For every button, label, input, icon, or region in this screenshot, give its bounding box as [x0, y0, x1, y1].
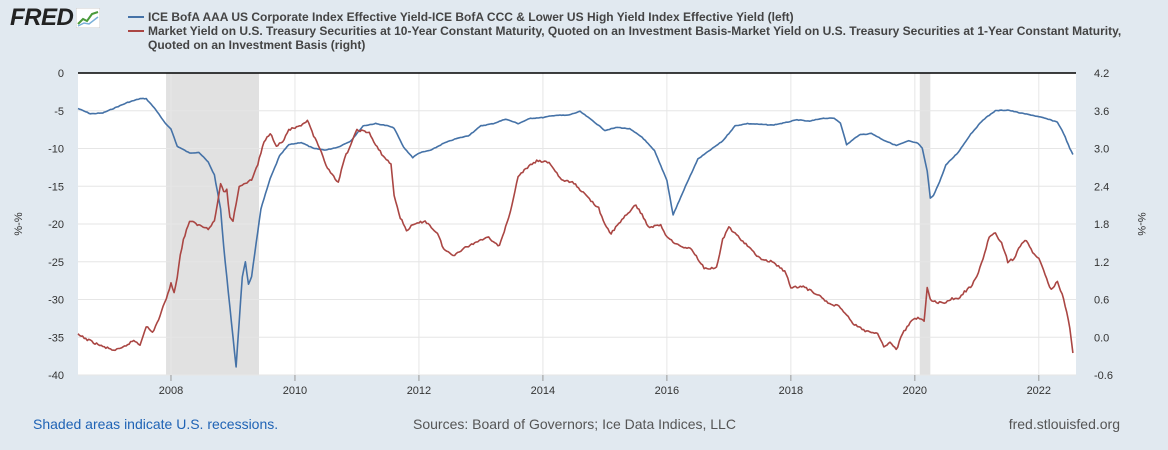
x-tick-label: 2016 [655, 385, 679, 397]
right-tick-label: 4.2 [1094, 68, 1109, 80]
x-axis: 2008 2010 2012 2014 2016 2018 2020 2022 [159, 375, 1051, 397]
gridlines [78, 73, 1076, 376]
left-tick-label: -40 [48, 370, 64, 382]
legend-item-series2[interactable]: Market Yield on U.S. Treasury Securities… [128, 24, 1138, 52]
recession-note-link[interactable]: Shaded areas indicate U.S. recessions. [33, 416, 279, 432]
legend-swatch-series2 [128, 30, 144, 32]
left-tick-label: -5 [54, 106, 64, 118]
left-axis: 0 -5 -10 -15 -20 -25 -30 -35 -40 [48, 68, 64, 382]
series-line-right [77, 119, 1074, 354]
right-tick-label: -0.6 [1094, 370, 1113, 382]
right-tick-label: 2.4 [1094, 181, 1109, 193]
x-tick-label: 2012 [407, 385, 431, 397]
right-tick-label: 1.2 [1094, 257, 1109, 269]
right-tick-label: 3.6 [1094, 106, 1109, 118]
right-tick-label: 0.6 [1094, 295, 1109, 307]
x-tick-label: 2020 [903, 385, 927, 397]
right-axis: 4.2 3.6 3.0 2.4 1.8 1.2 0.6 0.0 -0.6 [1094, 68, 1113, 382]
legend-label-series2: Market Yield on U.S. Treasury Securities… [148, 24, 1122, 52]
left-tick-label: -10 [48, 144, 64, 156]
fred-logo[interactable]: FRED [10, 4, 101, 32]
x-tick-label: 2022 [1027, 385, 1051, 397]
x-tick-label: 2010 [283, 385, 307, 397]
right-tick-label: 0.0 [1094, 332, 1109, 344]
chart-legend: ICE BofA AAA US Corporate Index Effectiv… [128, 10, 1138, 52]
x-tick-label: 2008 [159, 385, 183, 397]
left-axis-title: %-% [13, 212, 25, 235]
logo-text: FRED [10, 4, 74, 31]
right-axis-title: %-% [1135, 212, 1147, 235]
legend-label-series1: ICE BofA AAA US Corporate Index Effectiv… [148, 10, 794, 24]
sources-text: Sources: Board of Governors; Ice Data In… [413, 416, 736, 432]
left-tick-label: 0 [58, 68, 64, 80]
left-tick-label: -30 [48, 295, 64, 307]
trend-line-icon [76, 8, 101, 28]
right-tick-label: 3.0 [1094, 144, 1109, 156]
series-line-left [77, 97, 1074, 368]
left-tick-label: -15 [48, 181, 64, 193]
left-tick-label: -25 [48, 257, 64, 269]
left-tick-label: -35 [48, 332, 64, 344]
legend-swatch-series1 [128, 16, 144, 18]
x-tick-label: 2014 [531, 385, 555, 397]
legend-item-series1[interactable]: ICE BofA AAA US Corporate Index Effectiv… [128, 10, 1138, 24]
site-link[interactable]: fred.stlouisfed.org [1008, 416, 1120, 432]
left-tick-label: -20 [48, 219, 64, 231]
right-tick-label: 1.8 [1094, 219, 1109, 231]
x-tick-label: 2018 [779, 385, 803, 397]
series-lines [77, 97, 1074, 368]
